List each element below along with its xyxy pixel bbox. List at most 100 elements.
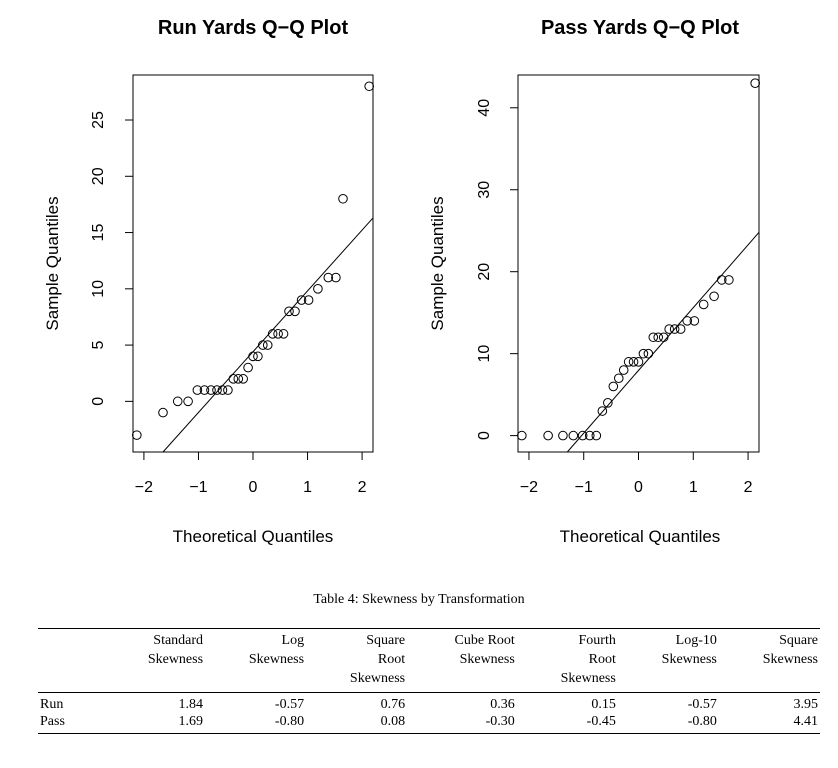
table-cell: -0.80 <box>617 713 719 734</box>
data-point <box>517 430 527 441</box>
data-point <box>296 295 307 305</box>
table-cell: 0.76 <box>306 692 408 713</box>
x-tick-label: 1 <box>303 479 312 496</box>
data-point <box>658 332 669 343</box>
x-tick-label: 0 <box>249 479 258 496</box>
data-point <box>608 381 619 392</box>
data-point <box>258 340 268 350</box>
data-point <box>290 306 300 317</box>
header-line: Log <box>281 633 305 648</box>
data-point <box>669 324 680 334</box>
data-point <box>623 357 634 367</box>
data-point <box>750 78 760 88</box>
data-point <box>217 385 228 395</box>
x-tick-label: −1 <box>575 479 593 496</box>
data-point <box>199 385 210 395</box>
y-tick-label: 0 <box>90 397 107 406</box>
y-tick-label: 0 <box>476 431 493 440</box>
data-point <box>238 374 248 384</box>
plot-frame <box>517 74 760 453</box>
header-line: Fourth <box>578 633 616 648</box>
header-line: Skewness <box>762 652 818 667</box>
column-header: Cube Root Skewness <box>407 629 517 693</box>
data-point <box>643 348 654 359</box>
x-tick-label: −2 <box>520 479 538 496</box>
data-point <box>132 430 142 440</box>
x-tick-label: 2 <box>744 479 753 496</box>
data-point <box>543 430 553 441</box>
table-cell: 1.84 <box>104 692 206 713</box>
data-point <box>591 430 602 441</box>
data-point <box>212 385 222 395</box>
data-point <box>577 430 588 441</box>
table-cell: 0.08 <box>306 713 408 734</box>
y-tick-label: 20 <box>90 167 107 185</box>
skewness-table: Standard Skewness Log Skewness Square Root S… <box>38 628 820 734</box>
y-tick-label: 25 <box>90 111 107 129</box>
data-point <box>664 324 674 334</box>
data-point <box>584 430 595 441</box>
row-label: Pass <box>38 713 104 734</box>
column-header: Fourth Root Skewness <box>517 629 618 693</box>
qq-plots-figure: Run Yards Q−Q Plot−2 −1 0 1 20510152025Theor… <box>43 17 760 546</box>
x-tick-label: 1 <box>689 479 698 496</box>
data-point <box>192 385 203 395</box>
data-point <box>262 340 273 350</box>
data-point <box>228 374 239 384</box>
data-point <box>653 332 664 343</box>
data-point <box>648 332 659 343</box>
column-header: Square Skewness <box>719 629 820 693</box>
y-tick-label: 30 <box>476 181 493 199</box>
data-point <box>278 329 289 339</box>
qq-plot-panel: Pass Yards Q−Q Plot−2 −1 0 1 2010203040Theor… <box>428 17 760 546</box>
data-point <box>273 329 283 339</box>
data-point <box>603 398 613 408</box>
data-point <box>303 295 314 305</box>
data-point <box>243 362 253 373</box>
x-tick-label: 2 <box>358 479 367 496</box>
data-point <box>628 357 639 367</box>
header-line: Standard <box>153 633 204 648</box>
table-row: Pass 1.69 -0.80 0.08 -0.30 -0.45 -0.80 4… <box>38 713 820 734</box>
data-point <box>158 407 168 418</box>
header-line: Square <box>779 633 818 648</box>
header-line: Log-10 <box>675 633 717 648</box>
data-point <box>597 406 608 416</box>
table-cell: -0.80 <box>205 713 307 734</box>
header-line: Skewness <box>248 652 305 667</box>
x-tick-label: −2 <box>135 479 153 496</box>
data-point <box>253 351 263 362</box>
header-line: Skewness <box>349 671 406 686</box>
data-point <box>689 316 700 326</box>
data-point <box>633 357 644 367</box>
data-point <box>223 385 233 395</box>
plot-frame <box>132 74 374 453</box>
header-line: Skewness <box>459 652 515 667</box>
column-header: Square Root Skewness <box>306 629 407 693</box>
table-cell: -0.30 <box>407 713 517 734</box>
y-tick-label: 10 <box>476 345 493 363</box>
data-point <box>206 385 216 395</box>
plot-title: Run Yards Q−Q Plot <box>158 17 349 39</box>
table-row: Run 1.84 -0.57 0.76 0.36 0.15 -0.57 3.95 <box>38 692 820 713</box>
header-line: Root <box>377 652 406 667</box>
data-point <box>338 193 348 204</box>
y-tick-label: 15 <box>90 224 107 242</box>
data-point <box>613 373 624 384</box>
header-line: Square <box>366 633 406 648</box>
table-cell: 4.41 <box>718 713 820 734</box>
y-axis-label: Sample Quantiles <box>43 196 62 330</box>
data-point <box>698 299 709 310</box>
table-cell: 1.69 <box>104 713 206 734</box>
data-point <box>638 348 649 359</box>
y-tick-label: 40 <box>476 99 493 117</box>
row-label-header <box>38 629 104 693</box>
header-line: Skewness <box>560 671 616 686</box>
data-point <box>183 396 193 407</box>
y-axis-label: Sample Quantiles <box>428 196 447 330</box>
x-axis-label: Theoretical Quantiles <box>560 527 721 546</box>
header-line: Cube Root <box>454 633 515 648</box>
data-point <box>267 329 278 339</box>
data-point <box>724 275 734 285</box>
table-cell: 3.95 <box>718 692 820 713</box>
